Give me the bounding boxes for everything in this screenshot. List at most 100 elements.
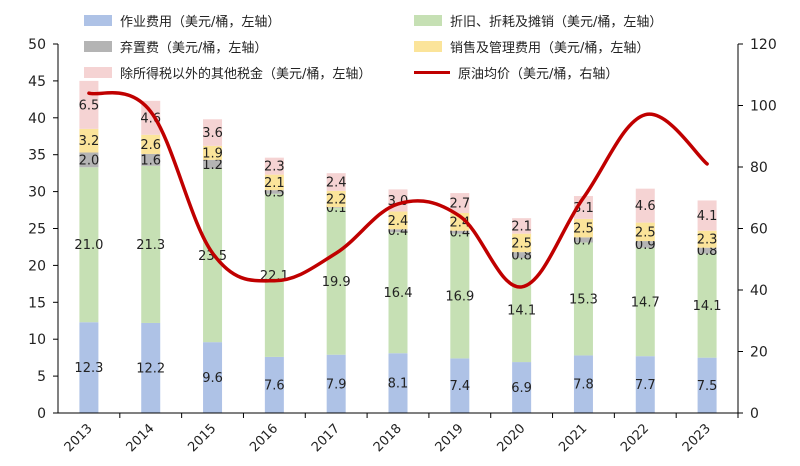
data-label-3-2013: 3.2 <box>79 134 100 149</box>
bar-segment-2-2015 <box>203 159 223 169</box>
left-tick-label-40: 40 <box>28 111 46 127</box>
bar-segment-3-2020 <box>512 233 532 253</box>
data-label-4-2023: 4.1 <box>697 209 718 224</box>
bar-segment-2-2019 <box>450 230 470 234</box>
data-label-4-2013: 6.5 <box>79 98 100 113</box>
left-tick-label-50: 50 <box>28 37 46 53</box>
bar-segment-4-2020 <box>512 218 532 234</box>
left-tick-label-35: 35 <box>28 148 46 164</box>
data-label-1-2019: 16.9 <box>445 290 474 305</box>
legend-item-dda: 折旧、折耗及摊销（美元/桶，左轴） <box>414 11 662 30</box>
legend-swatch-othertax <box>84 67 112 78</box>
data-label-4-2015: 3.6 <box>202 126 223 141</box>
bar-segment-3-2017 <box>326 190 346 208</box>
bar-segment-1-2017 <box>326 207 346 355</box>
data-label-0-2021: 7.8 <box>573 378 594 393</box>
data-label-1-2013: 21.0 <box>74 238 103 253</box>
data-label-3-2023: 2.3 <box>697 233 718 248</box>
bar-segment-2-2022 <box>635 241 655 248</box>
data-label-3-2021: 2.5 <box>573 222 594 237</box>
data-label-4-2020: 2.1 <box>511 219 532 234</box>
plot-area: 12.321.02.03.26.512.221.31.62.64.69.623.… <box>74 80 722 413</box>
legend-item-oilprice: 原油均价（美元/桶，右轴） <box>414 63 618 82</box>
right-tick-label-0: 0 <box>750 406 759 422</box>
left-tick-label-45: 45 <box>28 74 46 90</box>
legend-label-oilprice: 原油均价（美元/桶，右轴） <box>458 67 619 82</box>
data-label-4-2022: 4.6 <box>635 199 656 214</box>
x-tick-label-2016: 2016 <box>247 421 281 455</box>
data-label-1-2023: 14.1 <box>693 299 722 314</box>
bar-segment-1-2018 <box>388 232 408 354</box>
data-label-2-2020: 0.8 <box>511 249 532 264</box>
right-tick-label-20: 20 <box>750 345 768 361</box>
bar-segment-3-2014 <box>141 134 161 154</box>
bar-segment-1-2019 <box>450 233 470 359</box>
bar-segment-2-2014 <box>141 153 161 166</box>
bar-segment-0-2016 <box>264 356 284 413</box>
x-tick-label-2013: 2013 <box>62 421 96 455</box>
bar-segment-0-2023 <box>697 357 717 413</box>
x-tick-label-2014: 2014 <box>124 421 158 455</box>
bar-segment-0-2015 <box>203 342 223 413</box>
bar-segment-2-2013 <box>79 152 99 168</box>
bar-segment-1-2021 <box>573 242 593 356</box>
left-tick-label-10: 10 <box>28 332 46 348</box>
bar-segment-1-2022 <box>635 247 655 357</box>
data-label-1-2020: 14.1 <box>507 304 536 319</box>
bar-segment-4-2019 <box>450 193 470 214</box>
left-tick-label-30: 30 <box>28 185 46 201</box>
data-label-0-2013: 12.3 <box>74 361 103 376</box>
bar-segment-0-2022 <box>635 356 655 413</box>
legend-label-sga: 销售及管理费用（美元/桶，左轴） <box>450 41 650 56</box>
data-label-0-2015: 9.6 <box>202 371 223 386</box>
data-label-2-2014: 1.6 <box>140 153 161 168</box>
bar-segment-2-2016 <box>264 190 284 194</box>
legend-swatch-opex <box>84 15 112 26</box>
data-label-1-2021: 15.3 <box>569 292 598 307</box>
right-tick-label-80: 80 <box>750 160 768 176</box>
bar-segment-1-2013 <box>79 167 99 323</box>
bar-segment-3-2016 <box>264 174 284 191</box>
bar-segment-0-2014 <box>141 322 161 413</box>
bar-segment-2-2021 <box>573 237 593 243</box>
bar-segment-0-2021 <box>573 355 593 413</box>
data-label-0-2018: 8.1 <box>388 377 409 392</box>
data-label-3-2017: 2.2 <box>326 192 347 207</box>
data-label-0-2023: 7.5 <box>697 379 718 394</box>
bar-segment-4-2015 <box>203 119 223 146</box>
bar-segment-4-2016 <box>264 157 284 175</box>
data-label-3-2016: 2.1 <box>264 176 285 191</box>
bar-segment-3-2019 <box>450 213 470 231</box>
x-tick-label-2020: 2020 <box>494 421 528 455</box>
left-tick-label-20: 20 <box>28 258 46 274</box>
x-tick-label-2023: 2023 <box>680 421 714 455</box>
data-label-1-2017: 19.9 <box>322 275 351 290</box>
x-tick-label-2017: 2017 <box>309 421 343 455</box>
legend-label-othertax: 除所得税以外的其他税金（美元/桶，左轴） <box>120 67 372 82</box>
data-label-0-2016: 7.6 <box>264 378 285 393</box>
bar-segment-4-2023 <box>697 200 717 231</box>
data-label-4-2017: 2.4 <box>326 176 347 191</box>
legend-swatch-dda <box>414 15 442 26</box>
bar-segment-1-2023 <box>697 253 717 358</box>
legend-line-oilprice <box>414 71 450 74</box>
data-label-1-2014: 21.3 <box>136 238 165 253</box>
bar-segment-1-2014 <box>141 165 161 323</box>
right-tick-label-120: 120 <box>750 37 777 53</box>
right-tick-label-40: 40 <box>750 283 768 299</box>
bar-segment-2-2020 <box>512 252 532 259</box>
left-tick-label-5: 5 <box>37 369 46 385</box>
bar-segment-0-2017 <box>326 354 346 413</box>
data-label-2-2015: 1.2 <box>202 158 223 173</box>
bar-segment-4-2017 <box>326 173 346 191</box>
x-tick-label-2019: 2019 <box>433 421 467 455</box>
legend-item-opex: 作业费用（美元/桶，左轴） <box>84 11 280 30</box>
legend-item-sga: 销售及管理费用（美元/桶，左轴） <box>414 37 649 56</box>
data-label-0-2020: 6.9 <box>511 381 532 396</box>
right-tick-label-100: 100 <box>750 99 777 115</box>
bar-segment-4-2022 <box>635 188 655 223</box>
data-label-3-2020: 2.5 <box>511 236 532 251</box>
legend-item-othertax: 除所得税以外的其他税金（美元/桶，左轴） <box>84 63 371 82</box>
data-label-4-2016: 2.3 <box>264 160 285 175</box>
legend-label-opex: 作业费用（美元/桶，左轴） <box>120 15 281 30</box>
